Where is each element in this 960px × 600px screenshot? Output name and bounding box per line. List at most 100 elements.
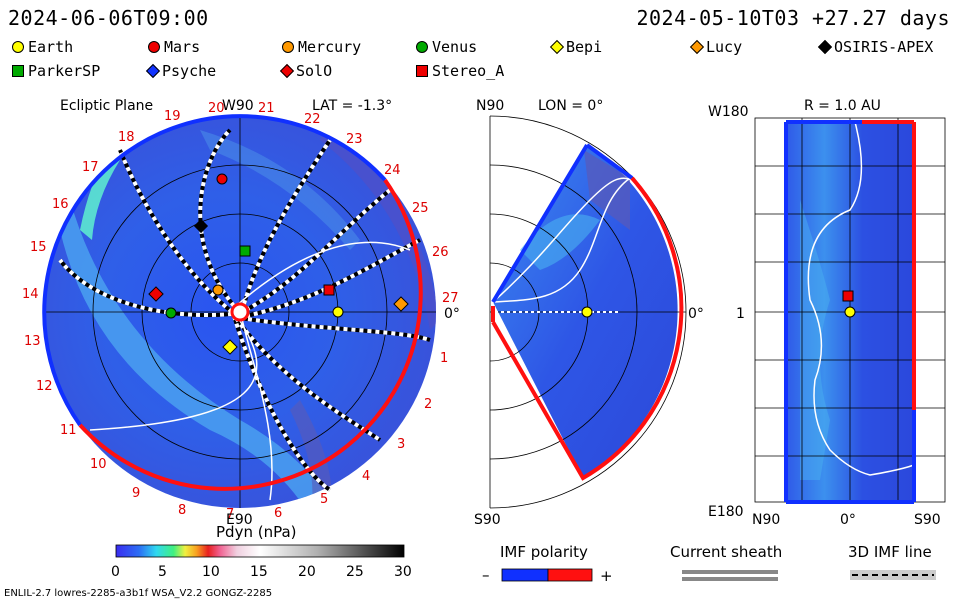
solo-position [148, 286, 164, 302]
cb-tick-10: 10 [202, 564, 220, 580]
carr-7: 7 [226, 507, 234, 522]
radial-1-label: 1 [736, 306, 745, 322]
radial-r-label: R = 1.0 AU [804, 98, 881, 114]
radial-tick-n90: N90 [752, 512, 780, 528]
carr-27: 27 [442, 291, 459, 306]
carr-19: 19 [164, 109, 181, 124]
run-info: 2024-05-10T03 +27.27 days [636, 6, 950, 30]
carr-16: 16 [52, 197, 69, 212]
carr-24: 24 [384, 163, 401, 178]
imf-polarity-legend: IMF polarity – + [482, 543, 613, 585]
legend-psyche: Psyche [145, 62, 216, 80]
mars-marker-icon [148, 41, 160, 53]
carr-6: 6 [274, 506, 282, 521]
earth-radial-position [844, 306, 856, 318]
bepi-position [222, 339, 238, 355]
ecliptic-e90-label: E90 [226, 512, 253, 528]
meridional-s90-label: S90 [474, 512, 501, 528]
earth-marker-icon [12, 41, 24, 53]
lucy-position [393, 296, 409, 312]
imf-line-title: 3D IMF line [848, 543, 932, 561]
cb-tick-20: 20 [298, 564, 316, 580]
carr-9: 9 [132, 486, 140, 501]
legend-lucy: Lucy [689, 38, 742, 56]
imf-line-legend: 3D IMF line [848, 543, 936, 580]
radial-w180-label: W180 [708, 104, 749, 120]
carr-12: 12 [36, 379, 53, 394]
earth-meridional-position [581, 306, 593, 318]
carr-23: 23 [346, 132, 363, 147]
legend-venus: Venus [416, 38, 477, 56]
legend-earth: Earth [12, 38, 73, 56]
current-sheath-legend: Current sheath [670, 543, 782, 581]
ecliptic-boundary-negative [42, 114, 387, 427]
spacecraft-legend: Earth Mars Mercury Venus Bepi Lucy OSIRI… [12, 38, 952, 86]
carr-26: 26 [432, 245, 449, 260]
stereo-a-position [323, 284, 335, 296]
carr-13: 13 [24, 334, 41, 349]
mercury-marker-icon [282, 41, 294, 53]
carr-14: 14 [22, 287, 39, 302]
carrington-labels: 19 20 21 22 23 24 25 26 27 1 2 3 4 5 6 7… [22, 101, 459, 522]
meridional-0-label: 0° [688, 306, 704, 322]
carr-17: 17 [82, 160, 99, 175]
colorbar-title: Pdyn (nPa) [216, 523, 297, 541]
colorbar-gradient [115, 544, 405, 558]
cb-tick-5: 5 [158, 564, 167, 580]
cb-tick-15: 15 [250, 564, 268, 580]
venus-marker-icon [416, 41, 428, 53]
meridional-panel: N90 LON = 0° 0° S90 [474, 98, 704, 528]
current-sheath-swatch-bottom [682, 577, 778, 581]
imf-plus-label: + [600, 567, 613, 585]
imf-polarity-title: IMF polarity [500, 543, 588, 561]
ecliptic-0-label: 0° [444, 306, 460, 322]
model-info-footer: ENLIL-2.7 lowres-2285-a3b1f WSA_V2.2 GON… [4, 588, 272, 599]
radial-e180-label: E180 [708, 504, 744, 520]
legend-solo: SolO [279, 62, 332, 80]
legend-mars: Mars [148, 38, 200, 56]
parkersp-position [239, 245, 251, 257]
legend-parkersp: ParkerSP [12, 62, 100, 80]
carr-20: 20 [208, 101, 225, 116]
legend-mercury: Mercury [282, 38, 361, 56]
current-sheath-lines [89, 241, 411, 501]
cb-tick-30: 30 [394, 564, 412, 580]
carr-1: 1 [440, 351, 448, 366]
imf-negative-swatch [501, 568, 549, 582]
radial-tick-s90: S90 [914, 512, 941, 528]
carr-25: 25 [412, 201, 429, 216]
stereo-a-marker-icon [416, 65, 428, 77]
carr-2: 2 [424, 397, 432, 412]
cb-tick-0: 0 [111, 564, 120, 580]
meridional-n90-label: N90 [476, 98, 504, 114]
carr-4: 4 [362, 469, 370, 484]
cb-tick-25: 25 [346, 564, 364, 580]
earth-position [332, 306, 344, 318]
carr-5: 5 [320, 492, 328, 507]
carr-22: 22 [304, 112, 321, 127]
colorbar-ticks: 0 5 10 15 20 25 30 [111, 564, 412, 580]
carr-11: 11 [60, 423, 77, 438]
legend-stereo-a: Stereo_A [416, 62, 504, 80]
stereo-a-radial-position [842, 290, 854, 302]
ecliptic-w90-label: W90 [222, 98, 254, 114]
pdyn-colorbar: Pdyn (nPa) 0 5 10 15 20 25 30 [111, 523, 412, 580]
meridional-lon-label: LON = 0° [538, 98, 603, 114]
mercury-position [212, 284, 224, 296]
parkersp-marker-icon [12, 65, 24, 77]
ecliptic-title: Ecliptic Plane [60, 98, 153, 114]
radial-panel: W180 R = 1.0 AU 1 E180 N90 0° S90 [708, 98, 946, 528]
datetime-title: 2024-06-06T09:00 [8, 6, 209, 30]
current-sheath-swatch-top [682, 570, 778, 574]
ecliptic-boundary-positive [78, 178, 423, 491]
ecliptic-plane-panel: 19 20 21 22 23 24 25 26 27 1 2 3 4 5 6 7… [22, 98, 460, 528]
carr-21: 21 [258, 101, 275, 116]
ecliptic-lat-label: LAT = -1.3° [312, 98, 392, 114]
carr-3: 3 [397, 437, 405, 452]
radial-tick-0: 0° [840, 512, 856, 528]
carr-8: 8 [178, 503, 186, 518]
osiris-apex-position [193, 218, 209, 234]
carr-15: 15 [30, 240, 47, 255]
imf-minus-label: – [482, 566, 490, 584]
